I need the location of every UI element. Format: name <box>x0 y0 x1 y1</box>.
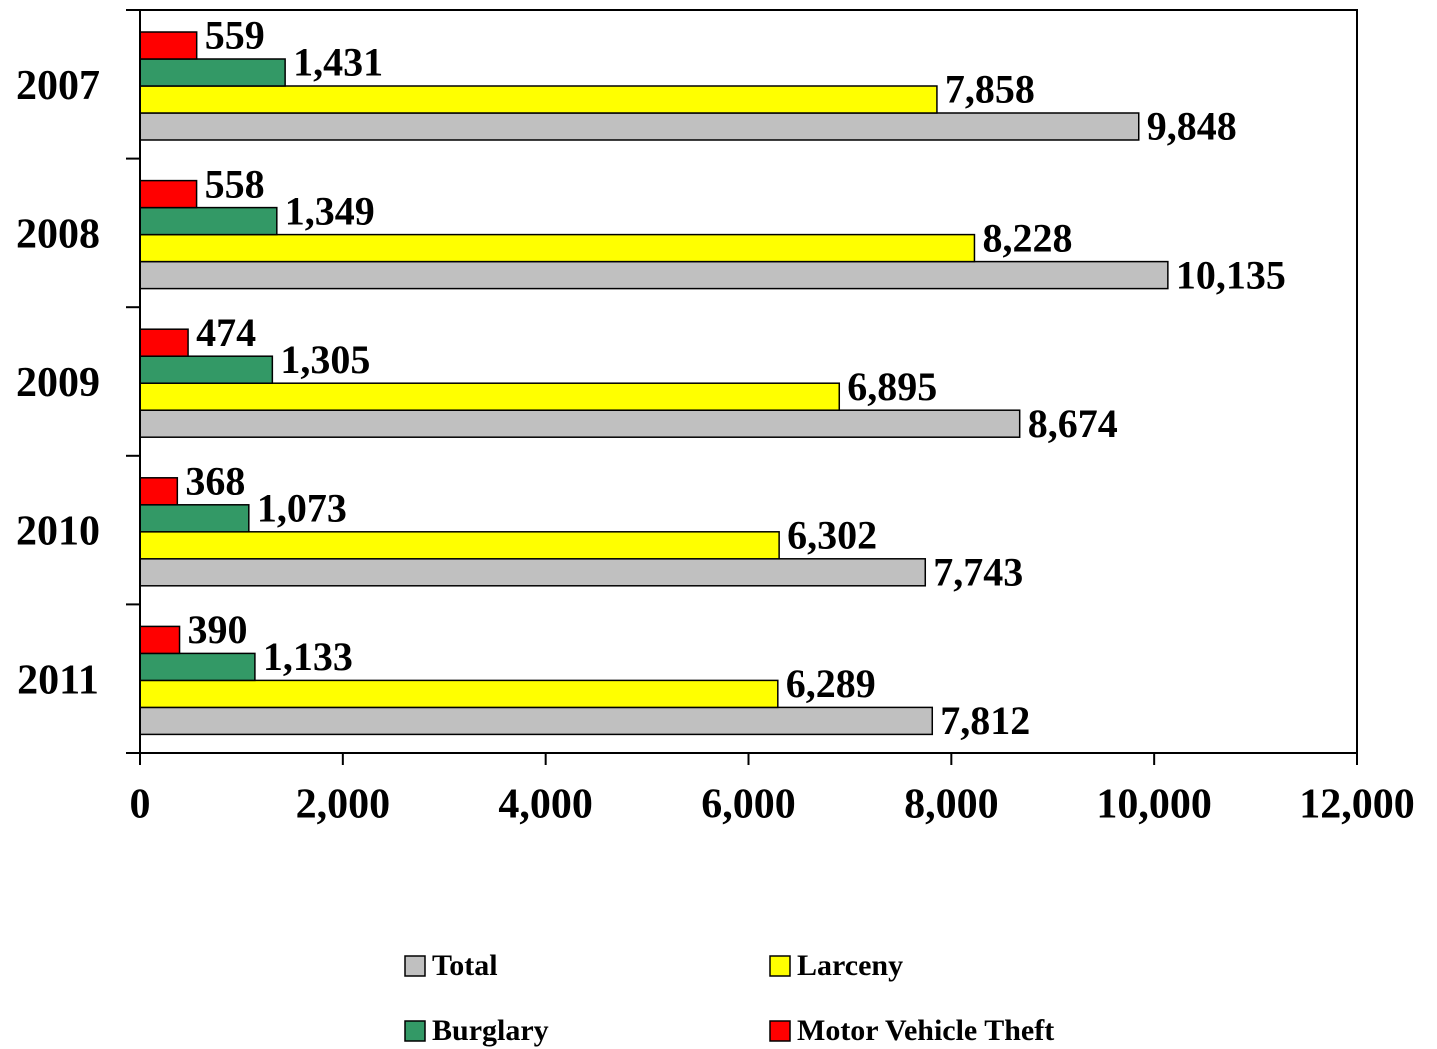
bar <box>139 31 198 60</box>
bar <box>139 112 1140 141</box>
bar <box>139 409 1021 438</box>
bar <box>139 504 250 533</box>
bar <box>139 477 179 506</box>
bar <box>139 206 278 236</box>
x-tick-label: 4,000 <box>498 782 593 828</box>
bar <box>139 260 1169 290</box>
legend-label: Larceny <box>797 949 903 982</box>
bar <box>139 58 286 87</box>
data-label: 1,431 <box>293 40 383 85</box>
x-tick-label: 2,000 <box>296 782 391 828</box>
bar <box>139 706 934 736</box>
y-tick-label: 2007 <box>16 63 100 109</box>
bar <box>139 679 779 709</box>
bar <box>139 382 841 411</box>
legend-swatch <box>769 1020 791 1042</box>
data-label: 390 <box>188 607 248 652</box>
data-label: 559 <box>205 13 265 58</box>
data-label: 7,812 <box>940 698 1030 743</box>
data-label: 474 <box>196 310 256 355</box>
y-tick-label: 2011 <box>17 657 99 703</box>
data-label: 9,848 <box>1147 104 1237 149</box>
x-tick-label: 10,000 <box>1096 782 1212 828</box>
bar <box>139 233 976 263</box>
x-tick-label: 6,000 <box>701 782 796 828</box>
data-label: 6,302 <box>787 512 877 557</box>
x-tick-label: 8,000 <box>904 782 999 828</box>
bar <box>139 355 274 384</box>
data-label: 1,349 <box>285 188 375 233</box>
y-tick-label: 2010 <box>16 509 100 555</box>
x-tick-label: 12,000 <box>1299 782 1415 828</box>
bar <box>139 558 927 587</box>
data-label: 10,135 <box>1176 252 1286 297</box>
bar <box>139 652 256 682</box>
legend-label: Motor Vehicle Theft <box>797 1014 1054 1047</box>
legend-swatch <box>404 955 426 977</box>
data-label: 6,895 <box>847 364 937 409</box>
data-label: 1,133 <box>263 634 353 679</box>
data-label: 8,228 <box>982 215 1072 260</box>
data-label: 7,858 <box>945 67 1035 112</box>
legend-swatch <box>769 955 791 977</box>
bar <box>139 328 189 357</box>
y-tick-label: 2009 <box>16 360 100 406</box>
y-tick-label: 2008 <box>16 212 100 258</box>
legend-swatch <box>404 1020 426 1042</box>
bar <box>139 179 198 209</box>
data-label: 1,073 <box>257 485 347 530</box>
data-label: 6,289 <box>786 661 876 706</box>
data-label: 1,305 <box>280 337 370 382</box>
bar <box>139 85 938 114</box>
x-tick-label: 0 <box>130 782 151 828</box>
data-label: 368 <box>185 458 245 503</box>
bar <box>139 625 181 655</box>
data-label: 558 <box>205 161 265 206</box>
data-label: 8,674 <box>1028 401 1118 446</box>
legend-label: Total <box>432 949 498 982</box>
data-label: 7,743 <box>933 549 1023 594</box>
legend-label: Burglary <box>432 1014 549 1047</box>
bar <box>139 531 780 560</box>
